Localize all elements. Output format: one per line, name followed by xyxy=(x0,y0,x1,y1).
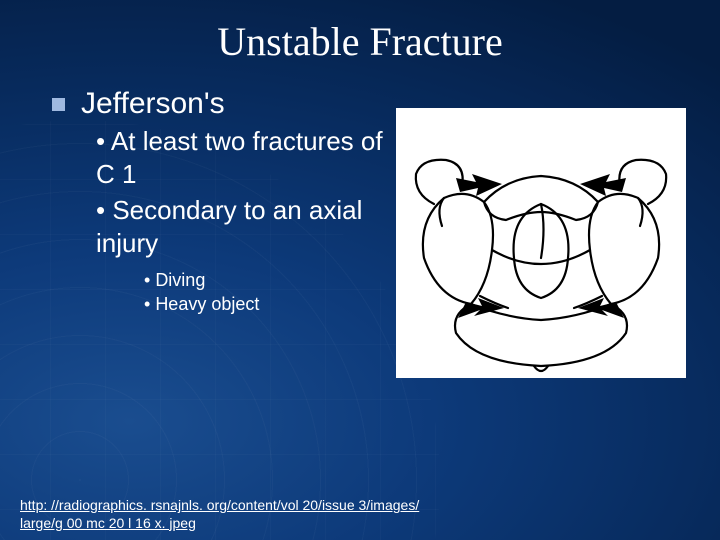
bullet-lvl3: • Heavy object xyxy=(144,292,400,316)
c1-vertebra-diagram-icon xyxy=(396,108,686,378)
bullet-lvl2: • At least two fractures of C 1 xyxy=(96,125,400,192)
anatomy-image xyxy=(396,108,686,378)
bullet-lvl2: • Secondary to an axial injury xyxy=(96,194,400,261)
square-bullet-icon xyxy=(52,98,65,111)
bullet-lvl3-text: Heavy object xyxy=(155,294,259,314)
slide-title: Unstable Fracture xyxy=(40,18,680,65)
bullet-lvl1: Jefferson's xyxy=(52,87,400,121)
bullet-lvl3: • Diving xyxy=(144,268,400,292)
text-column: Jefferson's • At least two fractures of … xyxy=(40,87,400,317)
credit-line-1: http: //radiographics. rsnajnls. org/con… xyxy=(20,497,419,513)
bullet-lvl1-text: Jefferson's xyxy=(81,87,225,121)
bullet-lvl2-text: Secondary to an axial injury xyxy=(96,195,362,258)
image-credit: http: //radiographics. rsnajnls. org/con… xyxy=(20,497,419,532)
bullet-lvl2-text: At least two fractures of C 1 xyxy=(96,126,383,189)
bullet-lvl3-text: Diving xyxy=(155,270,205,290)
slide: Unstable Fracture Jefferson's • At least… xyxy=(0,0,720,540)
credit-line-2: large/g 00 mc 20 l 16 x. jpeg xyxy=(20,515,196,531)
